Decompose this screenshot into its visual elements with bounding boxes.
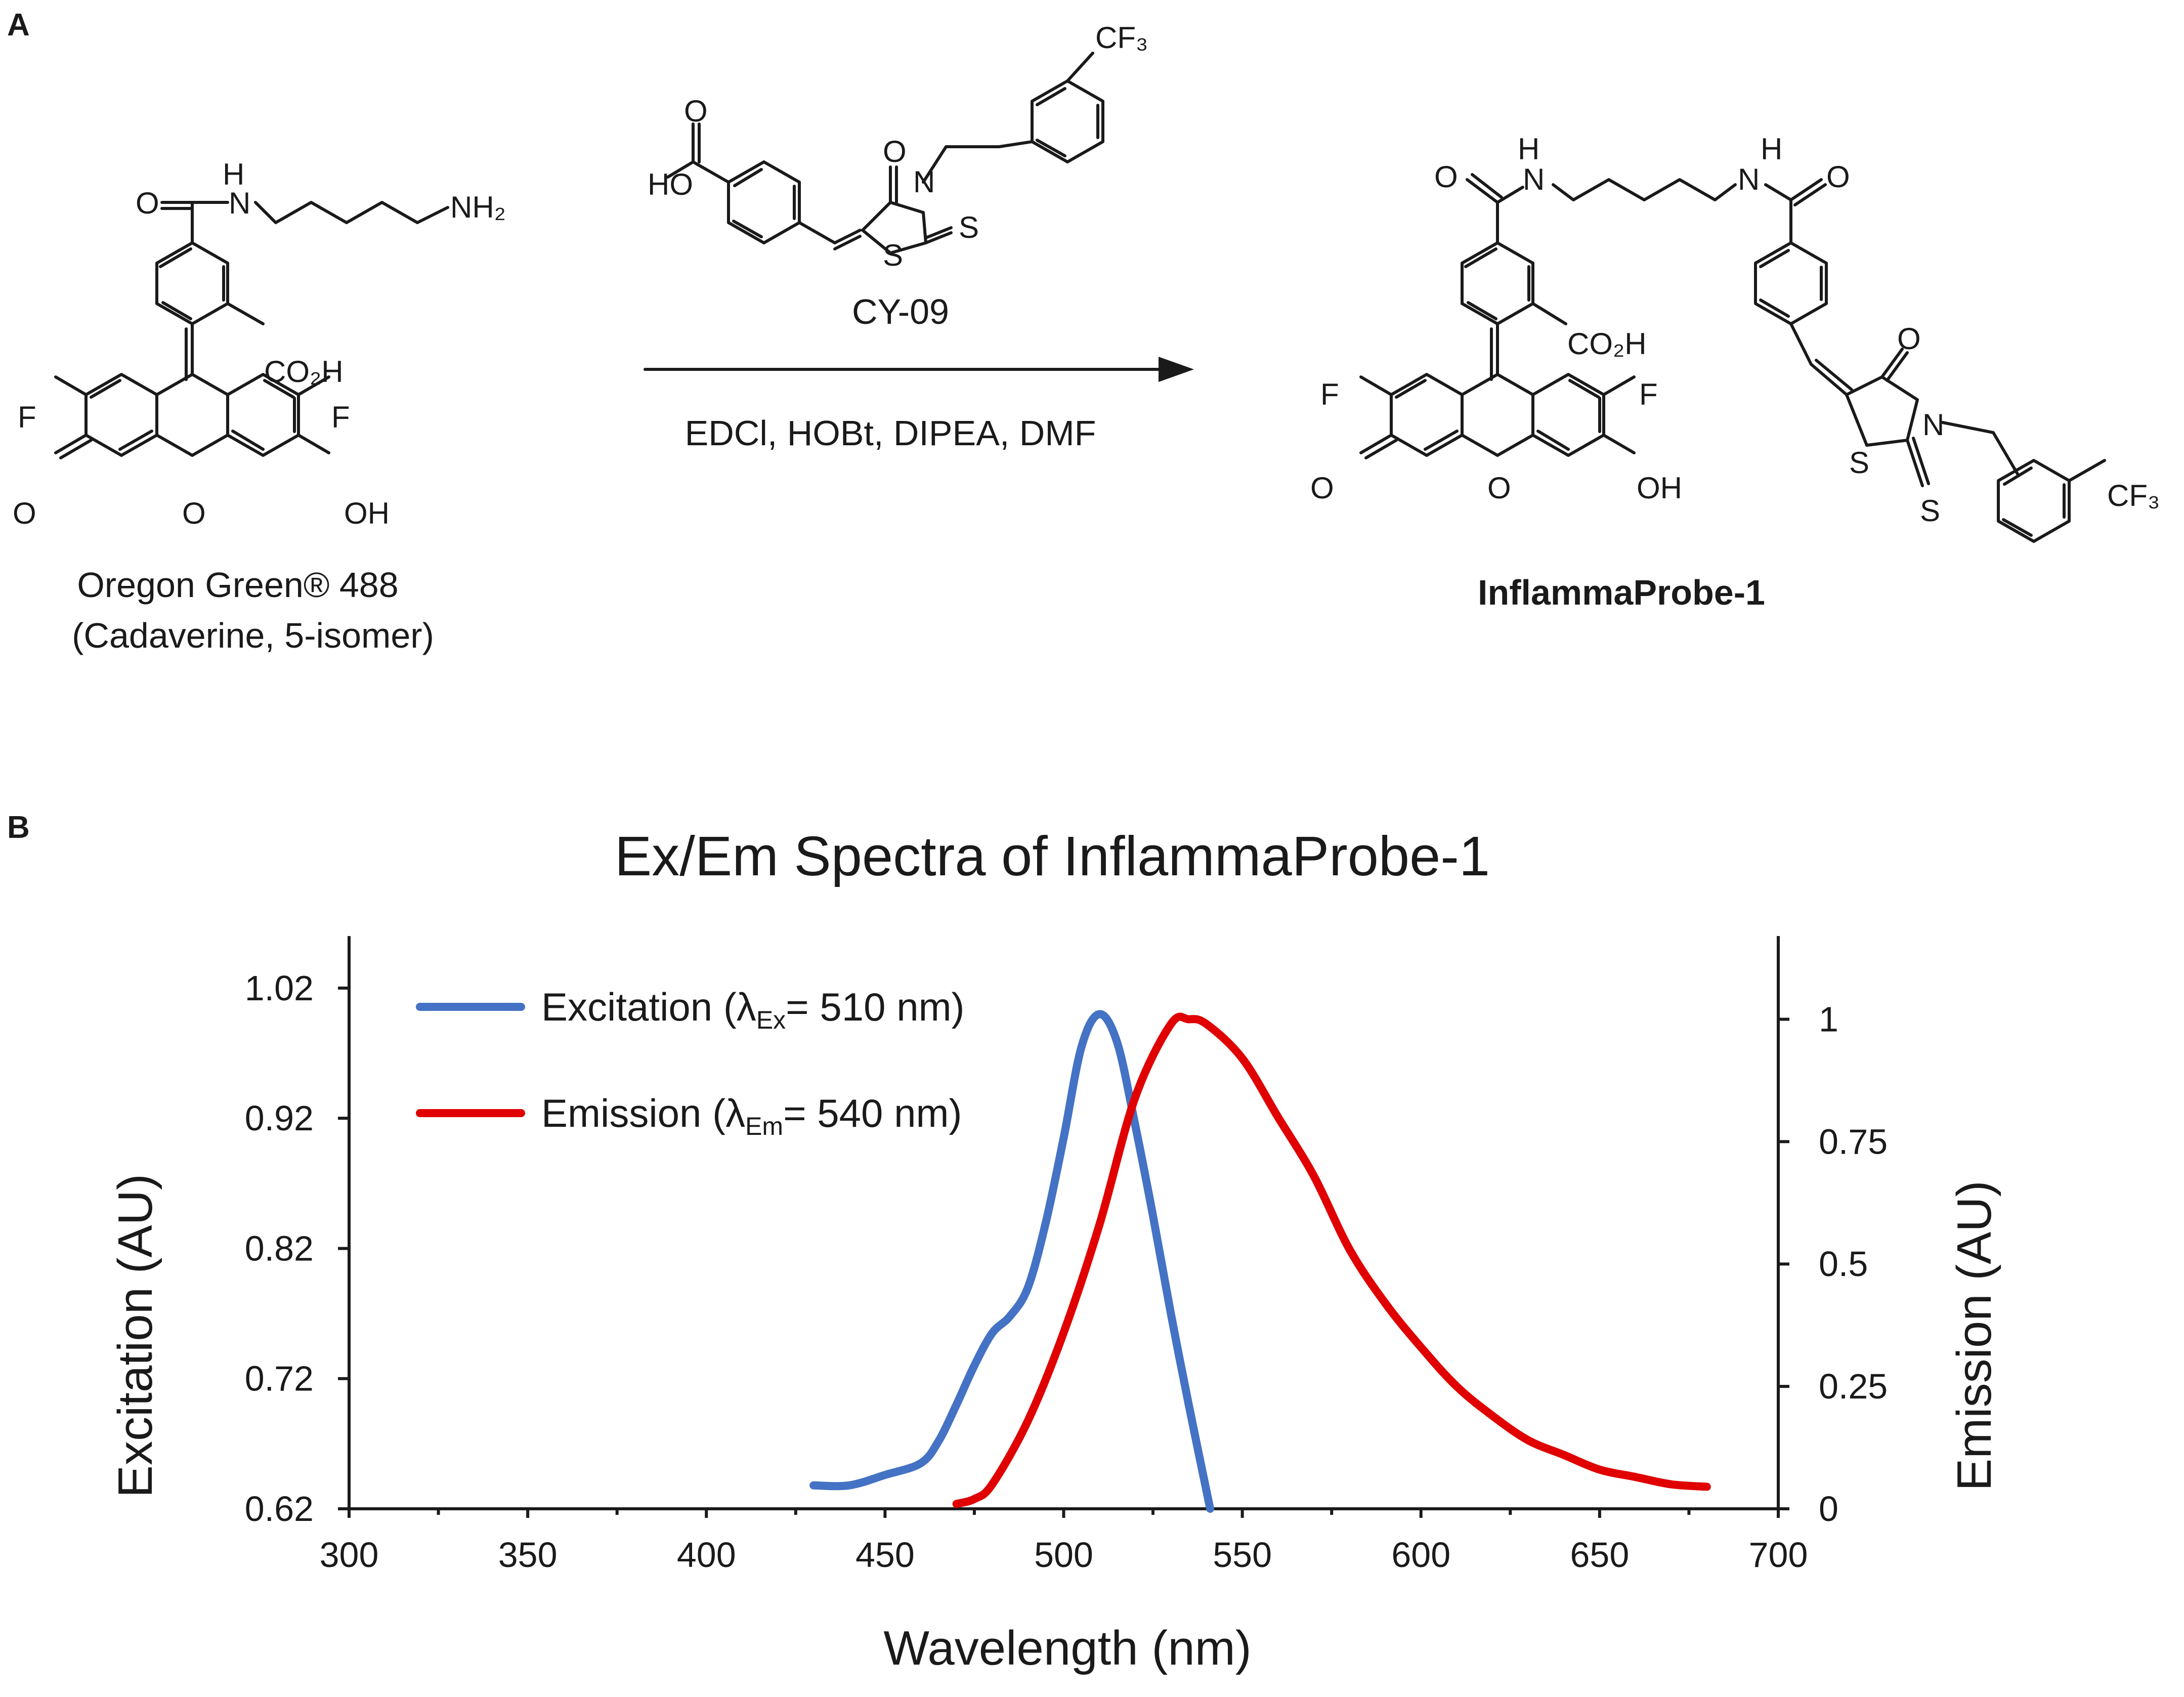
product-atom-h1: H xyxy=(1518,132,1539,166)
product-atom-n1: N xyxy=(1523,162,1545,196)
y-right-tick-label: 1 xyxy=(1819,999,1838,1039)
product-atom-oh: OH xyxy=(1637,471,1682,505)
reactant1-name: Oregon Green® 488 xyxy=(77,565,398,605)
cy09-atom-n: N xyxy=(913,165,935,199)
og-atom-co2h: CO₂H xyxy=(264,355,344,389)
panel-label-b: B xyxy=(7,810,30,845)
og-atom-nh2: NH₂ xyxy=(450,190,506,224)
cy09-atom-s-thione: S xyxy=(959,210,979,244)
y-left-tick-label: 0.72 xyxy=(245,1359,314,1398)
product-atom-n3: N xyxy=(1922,408,1944,442)
panel-label-a: A xyxy=(7,8,30,43)
y-left-tick-labels: 0.62 0.72 0.82 0.92 1.02 xyxy=(245,968,314,1529)
oregon-green-structure xyxy=(54,201,449,459)
legend-label-excitation: Excitation (λEx= 510 nm) xyxy=(541,985,965,1034)
x-tick-label: 300 xyxy=(320,1535,379,1575)
x-tick-label: 700 xyxy=(1749,1535,1808,1575)
reaction-arrow xyxy=(644,357,1194,382)
reaction-scheme: H N O NH₂ CO₂H F F O O OH Oregon Green® … xyxy=(13,21,2160,655)
inflammaprobe-structure xyxy=(1359,173,2106,543)
product-atom-o-ring: O xyxy=(1487,471,1511,505)
series-line-excitation xyxy=(809,1010,1215,1513)
y-right-tick-label: 0.75 xyxy=(1819,1122,1888,1161)
cy09-atom-o-acid: O xyxy=(684,94,708,128)
y-right-tick-label: 0 xyxy=(1819,1489,1838,1529)
og-atom-f-right: F xyxy=(331,400,350,434)
og-atom-o-keto: O xyxy=(13,496,36,530)
og-atom-n: N xyxy=(229,186,250,220)
og-atom-h: H xyxy=(223,157,244,191)
product-atom-o-amide2: O xyxy=(1826,160,1850,194)
product-atom-s-thione: S xyxy=(1920,494,1940,528)
legend-label-emission: Emission (λEm= 540 nm) xyxy=(541,1091,962,1140)
y-left-tick-label: 0.92 xyxy=(245,1098,314,1138)
og-atom-f-left: F xyxy=(18,400,36,434)
x-tick-label: 600 xyxy=(1391,1535,1450,1575)
og-atom-o: O xyxy=(136,186,159,220)
y-left-tick-label: 0.82 xyxy=(245,1228,314,1268)
product-atom-s-ring: S xyxy=(1849,446,1869,480)
product-atom-o-rhodanine: O xyxy=(1897,322,1921,356)
cy09-structure xyxy=(666,52,1104,254)
chart-title: Ex/Em Spectra of InflammaProbe-1 xyxy=(615,825,1490,887)
series-line-emission xyxy=(952,1012,1711,1508)
x-tick-label: 350 xyxy=(498,1535,558,1575)
product-atom-f-left: F xyxy=(1320,377,1339,411)
product-atom-f-right: F xyxy=(1639,377,1658,411)
cy09-atom-s-ring: S xyxy=(883,238,903,272)
x-tick-label: 450 xyxy=(855,1535,915,1575)
x-tick-label: 400 xyxy=(677,1535,736,1575)
product-atom-o-amide1: O xyxy=(1434,160,1458,194)
x-tick-labels: 300 350 400 450 500 550 600 650 700 xyxy=(320,1535,1808,1575)
series-lines xyxy=(809,1010,1711,1513)
x-tick-label: 550 xyxy=(1213,1535,1272,1575)
cy09-atom-ho: HO xyxy=(648,167,693,201)
cy09-atom-o-keto: O xyxy=(883,135,907,168)
x-tick-label: 500 xyxy=(1034,1535,1093,1575)
y-right-tick-label: 0.25 xyxy=(1819,1367,1888,1406)
y-right-axis-title: Emission (AU) xyxy=(1947,1180,2001,1491)
reagent-name: CY-09 xyxy=(852,292,949,331)
chart-axes xyxy=(338,936,1789,1518)
product-atom-co2h: CO₂H xyxy=(1567,327,1647,361)
spectra-chart: Ex/Em Spectra of InflammaProbe-1 300 350 4… xyxy=(108,825,2001,1675)
product-atom-h2: H xyxy=(1761,132,1782,166)
y-left-axis-title: Excitation (AU) xyxy=(108,1174,162,1498)
product-name: InflammaProbe-1 xyxy=(1478,573,1765,612)
x-tick-label: 650 xyxy=(1570,1535,1629,1575)
product-atom-cf3: CF₃ xyxy=(2107,479,2160,513)
reactant1-subtitle: (Cadaverine, 5-isomer) xyxy=(72,616,434,655)
product-atom-o-keto: O xyxy=(1310,471,1334,505)
reaction-conditions: EDCl, HOBt, DIPEA, DMF xyxy=(685,413,1096,453)
og-atom-oh: OH xyxy=(344,496,390,530)
y-left-tick-label: 0.62 xyxy=(245,1489,314,1529)
product-atom-n2: N xyxy=(1738,162,1760,196)
cy09-atom-cf3: CF₃ xyxy=(1095,21,1148,55)
y-left-tick-label: 1.02 xyxy=(245,968,314,1008)
y-right-tick-label: 0.5 xyxy=(1819,1244,1868,1284)
og-atom-o-ring: O xyxy=(182,496,206,530)
legend: Excitation (λEx= 510 nm) Emission (λEm= … xyxy=(416,985,965,1140)
y-right-tick-labels: 0 0.25 0.5 0.75 1 xyxy=(1819,999,1888,1529)
x-axis-title: Wavelength (nm) xyxy=(883,1621,1251,1675)
